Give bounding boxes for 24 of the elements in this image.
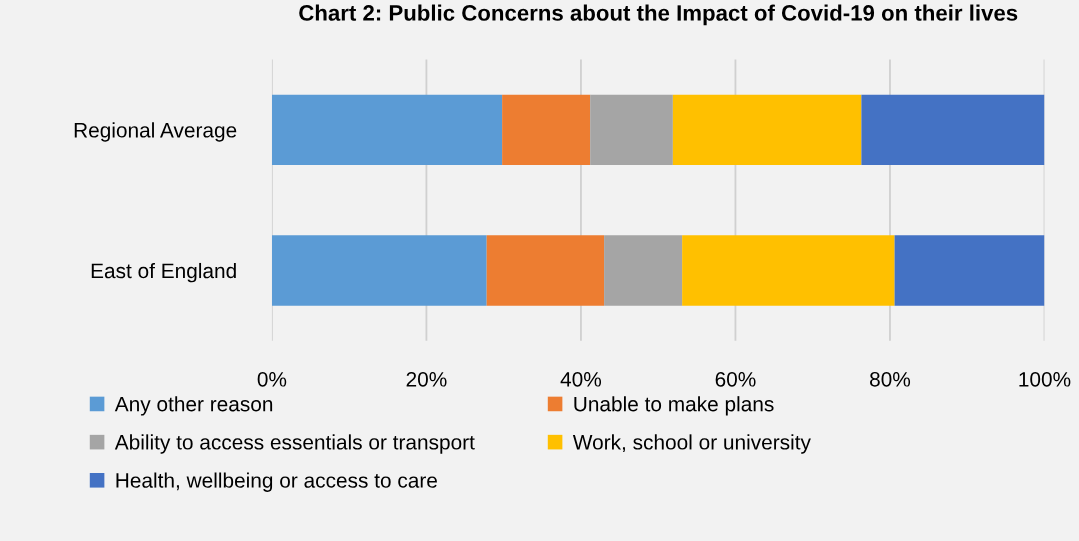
legend-label: Ability to access essentials or transport: [114, 434, 475, 454]
x-tick-label: 80%: [870, 371, 911, 387]
bar: [672, 94, 862, 166]
legend-label: Unable to make plans: [574, 396, 774, 416]
x-tick-label: 40%: [560, 371, 602, 387]
bar: [271, 94, 503, 166]
bar: [604, 235, 683, 306]
x-tick-label: 0%: [257, 371, 287, 387]
bar: [590, 94, 673, 166]
y-tick-label: East of England: [91, 262, 236, 283]
legend-label: Work, school or university: [572, 434, 811, 454]
x-tick-label: 100%: [1019, 371, 1071, 387]
x-tick-label: 20%: [406, 371, 447, 387]
bar: [502, 94, 591, 166]
bar: [486, 235, 605, 306]
bar: [861, 94, 1045, 166]
bar: [894, 235, 1045, 306]
bar: [682, 235, 895, 306]
bar: [271, 235, 487, 306]
x-tick-label: 60%: [715, 371, 756, 387]
chart-title: Chart 2: Public Concerns about the Impact of Covid-19 on their lives: [299, 4, 1018, 26]
y-tick-label: Regional Average: [74, 122, 237, 142]
legend-label: Any other reason: [114, 396, 273, 416]
legend-label: Health, wellbeing or access to care: [116, 472, 437, 492]
